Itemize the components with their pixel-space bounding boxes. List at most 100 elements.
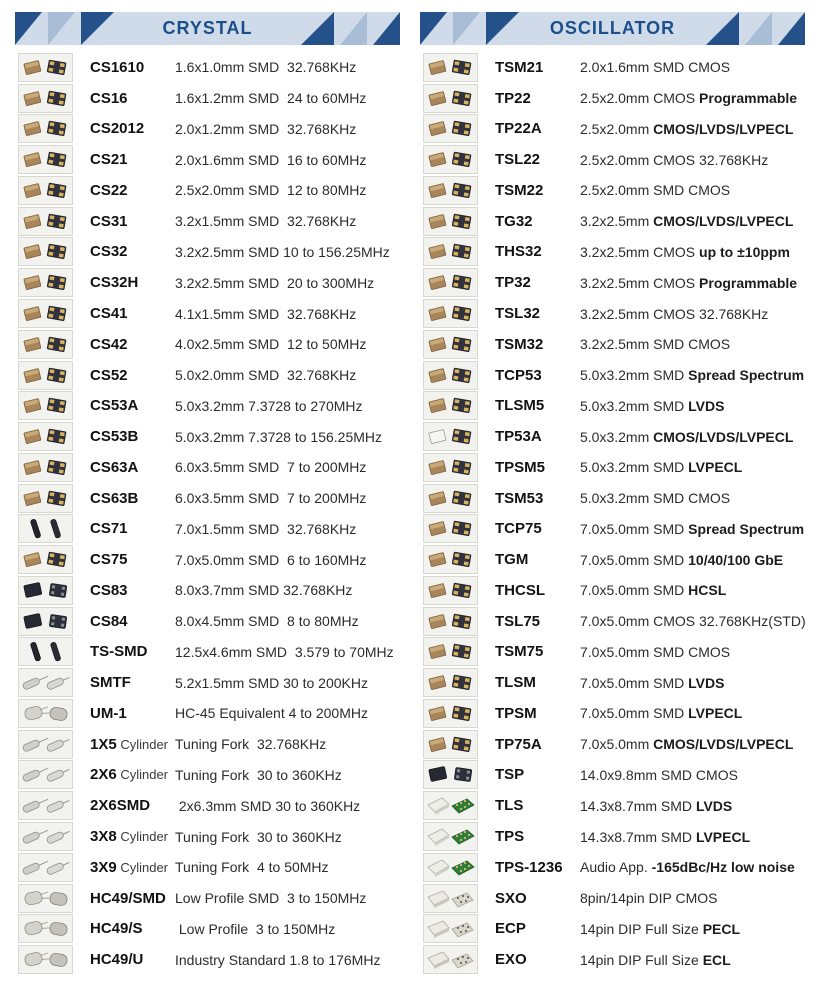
product-description: 3.2x2.5mm CMOS up to ±10ppm [580,243,790,260]
cylinder-crystal-icon [22,798,70,813]
product-photo [18,299,73,328]
product-row: THCSL 7.0x5.0mm SMD HCSL [420,575,805,606]
product-model: CS53A [90,397,139,415]
product-row: TP75A 7.0x5.0mm CMOS/LVDS/LVPECL [420,729,805,760]
product-description: HC-45 Equivalent 4 to 200MHz [175,705,368,722]
product-row: TSM75 7.0x5.0mm SMD CMOS [420,637,805,668]
product-model: 3X8 Cylinder [90,828,168,846]
product-row: HC49/U Industry Standard 1.8 to 176MHz [15,944,400,975]
product-row: TCP75 7.0x5.0mm SMD Spread Spectrum [420,513,805,544]
product-photo [18,268,73,298]
product-description: 8pin/14pin DIP CMOS [580,890,718,907]
product-row: TPSM5 5.0x3.2mm SMD LVPECL [420,452,805,483]
product-model: TSM53 [495,489,544,507]
product-photo [18,545,73,575]
product-model: CS75 [90,551,128,569]
smd-chips-icon [23,121,67,137]
product-description: 6.0x3.5mm SMD 7 to 200MHz [175,459,367,476]
product-description: Industry Standard 1.8 to 176MHz [175,951,381,968]
product-photo [423,791,478,821]
header-left-triangles-icon [420,12,519,45]
product-description: 7.0x5.0mm SMD 10/40/100 GbE [580,551,784,568]
product-row: TSM22 2.5x2.0mm SMD CMOS [420,175,805,206]
product-photo [423,637,478,667]
product-photo [18,175,73,205]
product-photo [18,729,73,759]
product-row: THS32 3.2x2.5mm CMOS up to ±10ppm [420,237,805,268]
product-model: CS1610 [90,58,145,76]
product-row: EXO 14pin DIP Full Size ECL [420,944,805,975]
smd-chips-icon [428,244,472,260]
header-right-triangles-icon [301,12,400,45]
product-photo [423,545,478,575]
product-description: 3.2x2.5mm SMD 20 to 300MHz [175,274,375,291]
product-model: TG32 [495,212,533,230]
product-description: 7.0x5.0mm SMD LVDS [580,674,725,691]
smd-chips-icon [23,59,67,75]
product-row: TSM21 2.0x1.6mm SMD CMOS [420,52,805,83]
product-row: CS42 4.0x2.5mm SMD 12 to 50MHz [15,329,400,360]
product-description: 14.3x8.7mm SMD LVDS [580,797,733,814]
smd-chips-icon [428,490,472,506]
product-photo [18,452,73,482]
product-row: 3X8 Cylinder Tuning Fork 30 to 360KHz [15,821,400,852]
smd-chips-icon [428,121,472,137]
product-row: TCP53 5.0x3.2mm SMD Spread Spectrum [420,360,805,391]
product-model: TPSM5 [495,458,546,476]
product-model: TSM22 [495,181,544,199]
product-photo [18,791,73,821]
product-photo [18,668,73,698]
pcb-module-icon [427,828,475,847]
product-photo [423,668,478,698]
product-model: TSM32 [495,335,544,353]
dip-package-icon [427,920,474,939]
pcb-module-icon [427,859,475,877]
product-row: CS75 7.0x5.0mm SMD 6 to 160MHz [15,544,400,575]
product-description: 3.2x2.5mm CMOS/LVDS/LVPECL [580,213,794,230]
product-photo [423,729,478,759]
product-photo [18,114,73,144]
smd-chips-icon [23,213,67,229]
product-description: Tuning Fork 30 to 360KHz [175,828,342,845]
product-model: CS52 [90,366,128,384]
product-photo [423,575,478,605]
product-photo [423,206,478,236]
smd-chips-icon [428,336,472,352]
oscillator-column: OSCILLATOR TSM21 2.0x1.6mm SMD CMOS [420,12,806,988]
product-row: TSL32 3.2x2.5mm CMOS 32.768KHz [420,298,805,329]
product-photo [18,52,73,82]
product-description: 5.0x3.2mm 7.3728 to 270MHz [175,397,363,414]
product-photo [423,422,478,452]
oscillator-title: OSCILLATOR [549,17,676,38]
dip-package-icon [427,951,474,970]
product-photo [18,945,73,975]
crystal-column: CRYSTAL CS1610 1.6x1.0mm SMD 32.768KHz [15,12,400,988]
product-model: TSL32 [495,305,541,322]
smd-bars-icon [30,519,61,539]
oscillator-product-list: TSM21 2.0x1.6mm SMD CMOS TP22 2.5x2.0mm … [420,52,806,975]
smd-chips-icon [428,551,472,568]
product-photo [423,175,478,205]
smd-chips-icon [428,398,472,414]
smd-chips-icon [428,59,472,75]
crystal-title: CRYSTAL [162,17,253,38]
product-model: HC49/S [90,920,143,938]
product-model: CS41 [90,305,128,322]
product-row: CS22 2.5x2.0mm SMD 12 to 80MHz [15,175,400,206]
smd-chips-icon [23,90,67,106]
product-photo [423,360,478,390]
product-description: Tuning Fork 4 to 50MHz [175,859,329,876]
product-model: CS63B [90,489,139,507]
smd-chips-icon [428,521,472,537]
product-model: TLS [495,797,524,815]
product-model: TCP53 [495,366,542,384]
product-model: TPSM [495,704,537,722]
smd-chips-icon [428,275,472,291]
product-row: ECP 14pin DIP Full Size PECL [420,913,805,944]
product-model: ECP [495,920,526,938]
product-model: CS42 [90,335,128,353]
smd-chips-icon [23,151,67,168]
product-model: CS83 [90,581,128,599]
product-model: HC49/SMD [90,889,166,907]
